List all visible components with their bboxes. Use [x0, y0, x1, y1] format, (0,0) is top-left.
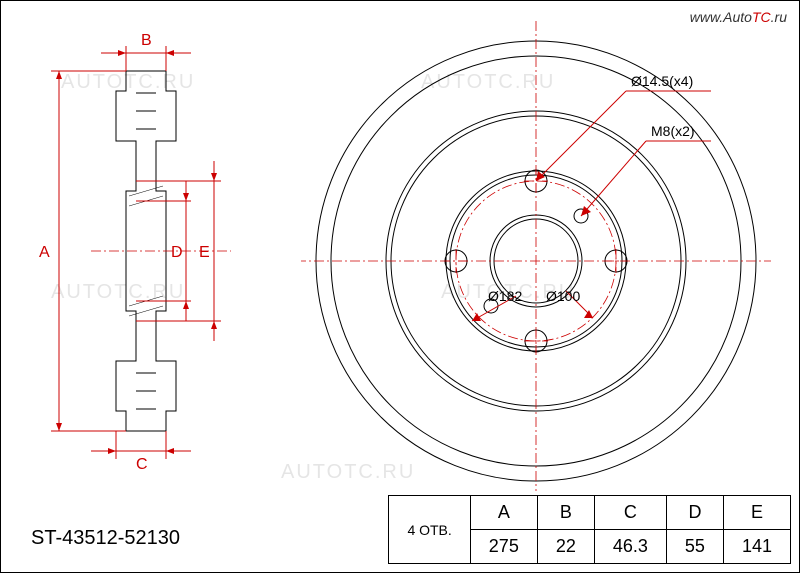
val-a: 275	[470, 530, 537, 564]
val-e: 141	[723, 530, 790, 564]
dim-a-label: A	[39, 244, 50, 261]
drawing-area: B C A	[11, 11, 791, 491]
dimension-table: 4 ОТВ. A B C D E 275 22 46.3 55 141	[388, 495, 791, 564]
val-d: 55	[666, 530, 723, 564]
dim-c-label: C	[136, 456, 148, 471]
side-view: B C A	[31, 31, 251, 471]
col-c: C	[594, 496, 666, 530]
col-d: D	[666, 496, 723, 530]
col-b: B	[537, 496, 594, 530]
dim-b-label: B	[141, 32, 152, 49]
dim-e-label: E	[199, 244, 210, 261]
callout-pcd: Ø100	[546, 288, 580, 304]
dim-d-label: D	[171, 244, 183, 261]
col-a: A	[470, 496, 537, 530]
callout-inner: Ø182	[488, 288, 522, 304]
holes-header: 4 ОТВ.	[389, 496, 470, 564]
callout-thread: M8(x2)	[651, 123, 695, 139]
val-c: 46.3	[594, 530, 666, 564]
val-b: 22	[537, 530, 594, 564]
col-e: E	[723, 496, 790, 530]
callout-bolt: Ø14.5(x4)	[631, 73, 693, 89]
front-view: Ø14.5(x4) M8(x2) Ø182 Ø100	[301, 21, 771, 491]
part-number: ST-43512-52130	[31, 527, 180, 550]
